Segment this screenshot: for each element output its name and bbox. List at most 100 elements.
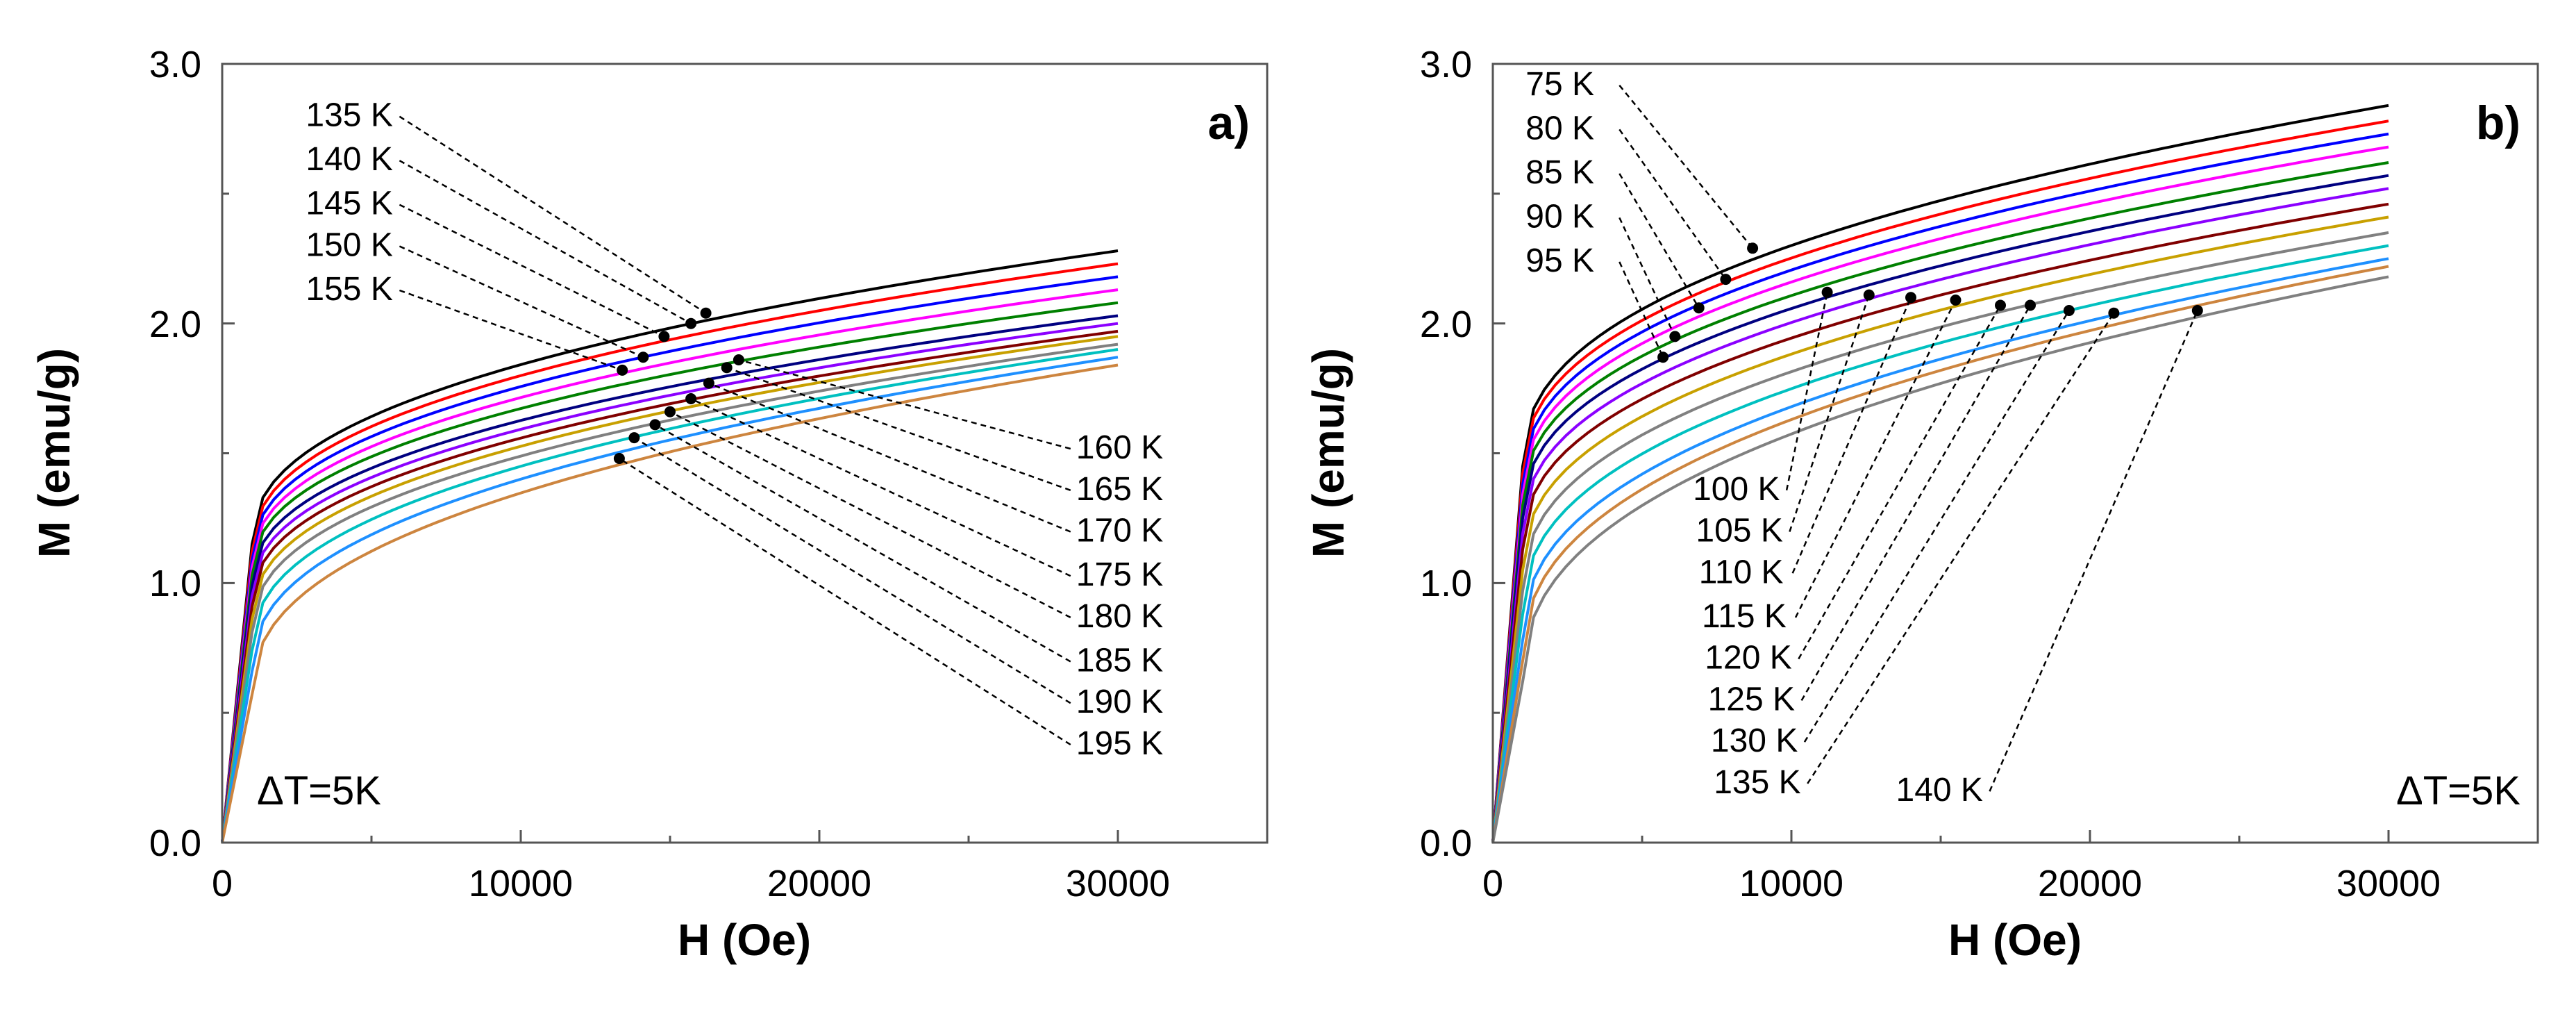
panel-a-y-tick-label: 2.0 bbox=[149, 304, 201, 345]
panel-a-marker-dot bbox=[613, 453, 625, 464]
panel-a-x-tick-label: 30000 bbox=[1066, 863, 1170, 904]
panel-b-marker-dot bbox=[2063, 305, 2075, 316]
panel-b-temperature-label: 135 K bbox=[1714, 764, 1800, 801]
panel-a-x-tick-label: 10000 bbox=[469, 863, 573, 904]
panel-b-temperature-label: 120 K bbox=[1705, 640, 1791, 677]
panel-a-marker-dot bbox=[733, 354, 744, 365]
panel-a-series-line-170k bbox=[221, 329, 1119, 843]
panel-b-temperature-label: 75 K bbox=[1525, 66, 1594, 103]
panel-a-leader-line bbox=[399, 115, 707, 314]
panel-a-delta-t-annotation: ΔT=5K bbox=[257, 768, 381, 813]
panel-a-leader-line bbox=[726, 367, 1071, 491]
panel-a-leader-line bbox=[399, 204, 664, 338]
panel-b-series-line-110k bbox=[1491, 202, 2389, 843]
panel-a-x-tick-label: 20000 bbox=[767, 863, 871, 904]
panel-b-temperature-label: 90 K bbox=[1525, 198, 1594, 235]
panel-a-temperature-label: 160 K bbox=[1076, 429, 1163, 466]
panel-b-marker-dot bbox=[1720, 274, 1732, 286]
panel-a-series-line-155k bbox=[221, 301, 1119, 843]
panel-b-leader-line bbox=[1619, 261, 1664, 358]
panel-a-series-line-180k bbox=[221, 342, 1119, 843]
panel-b: 75 K 80 K 85 K 90 K 95 K 100 K 105 K 110 K 115 K… bbox=[1303, 44, 2539, 965]
panel-a-marker-dot bbox=[658, 331, 670, 342]
panel-b-series-line-135k bbox=[1491, 265, 2389, 843]
panel-b-series-line-90k bbox=[1491, 145, 2389, 843]
panel-b-leader-line bbox=[1619, 129, 1727, 280]
panel-a-leader-line bbox=[399, 289, 623, 372]
panel-a-temperature-label: 155 K bbox=[306, 271, 392, 308]
panel-b-delta-t-annotation: ΔT=5K bbox=[2396, 768, 2520, 813]
panel-b-series-line-130k bbox=[1491, 257, 2389, 843]
panel-a-leader-line bbox=[399, 160, 692, 324]
panel-a-series-line-185k bbox=[221, 348, 1119, 843]
panel-a-series-line-195k bbox=[221, 363, 1119, 843]
panel-a-marker-dot bbox=[685, 317, 697, 329]
panel-a-marker-dot bbox=[703, 377, 714, 389]
panel-a-leader-line bbox=[708, 382, 1071, 533]
panel-b-y-tick-label: 1.0 bbox=[1420, 563, 1472, 604]
panel-b-x-tick-label: 10000 bbox=[1739, 863, 1843, 904]
panel-b-temperature-label: 80 K bbox=[1525, 110, 1594, 147]
panel-a-leader-line bbox=[669, 411, 1071, 619]
panel-a-leader-line bbox=[690, 397, 1071, 577]
panel-b-leader-line bbox=[1785, 292, 1828, 491]
panel-b-series-line-115k bbox=[1491, 215, 2389, 843]
panel-b-leader-line bbox=[1789, 295, 1870, 532]
panel-a-temperature-label: 175 K bbox=[1076, 556, 1163, 593]
panel-b-series-line-95k bbox=[1491, 161, 2389, 843]
panel-a-temperature-label: 150 K bbox=[306, 227, 392, 264]
panel-a-marker-dot bbox=[649, 419, 661, 431]
panel-b-marker-dot bbox=[1950, 295, 1962, 306]
panel-b-temperature-label: 105 K bbox=[1696, 513, 1782, 549]
panel-a-temperature-label: 170 K bbox=[1076, 513, 1163, 549]
panel-b-x-tick-label: 20000 bbox=[2038, 863, 2142, 904]
panel-b-marker-dot bbox=[1669, 331, 1681, 342]
panel-b-label: b) bbox=[2476, 97, 2520, 149]
panel-a-temperature-label: 195 K bbox=[1076, 725, 1163, 762]
panel-b-temperature-label: 110 K bbox=[1699, 554, 1784, 590]
panel-b-leader-line bbox=[1619, 85, 1754, 249]
panel-b-y-axis-title: M (emu/g) bbox=[1303, 348, 1353, 558]
panel-a-marker-dot bbox=[628, 432, 640, 444]
panel-b-leader-line bbox=[1791, 297, 1912, 574]
panel-a-x-axis-title: H (Oe) bbox=[678, 915, 811, 965]
panel-a-series-line-135k bbox=[221, 249, 1119, 843]
panel-b-marker-dot bbox=[2108, 307, 2120, 319]
panel-b-marker-dot bbox=[1821, 286, 1833, 298]
panel-a-y-tick-label: 0.0 bbox=[149, 822, 201, 864]
panel-a-x-tick-label: 0 bbox=[212, 863, 233, 904]
panel-b-y-tick-label: 2.0 bbox=[1420, 304, 1472, 345]
panel-a-series-line-140k bbox=[221, 262, 1119, 843]
panel-b-temperature-label: 115 K bbox=[1702, 598, 1787, 635]
panel-a-marker-dot bbox=[637, 351, 649, 363]
panel-b-marker-dot bbox=[1693, 302, 1705, 314]
panel-a-leader-line bbox=[633, 437, 1071, 704]
panel-b-marker-dot bbox=[1905, 292, 1916, 304]
panel-b-temperature-label: 95 K bbox=[1525, 242, 1594, 279]
panel-b-marker-dot bbox=[1657, 351, 1669, 363]
panel-b-leader-line bbox=[1619, 217, 1676, 337]
panel-a-leader-line bbox=[654, 424, 1071, 663]
panel-b-x-tick-label: 0 bbox=[1482, 863, 1503, 904]
panel-b-series-line-100k bbox=[1491, 174, 2389, 843]
panel-a-y-axis-title: M (emu/g) bbox=[29, 348, 79, 558]
panel-b-series-line-125k bbox=[1491, 244, 2389, 843]
panel-a-temperature-label: 145 K bbox=[306, 185, 392, 222]
panel-b-series-line-85k bbox=[1491, 132, 2389, 843]
panel-b-leader-line bbox=[1803, 310, 2070, 743]
panel-b-series-line-105k bbox=[1491, 187, 2389, 843]
panel-a-label: a) bbox=[1208, 97, 1250, 149]
panel-b-marker-dot bbox=[1863, 289, 1875, 301]
panel-a-series-line-175k bbox=[221, 335, 1119, 843]
panel-b-leader-line bbox=[1794, 299, 1957, 618]
panel-a-series-line-165k bbox=[221, 322, 1119, 843]
panel-a-temperature-label: 190 K bbox=[1076, 684, 1163, 720]
panel-a-temperature-label: 185 K bbox=[1076, 642, 1163, 679]
panel-a-marker-dot bbox=[664, 406, 676, 417]
panel-b-x-axis-title: H (Oe) bbox=[1948, 915, 2082, 965]
panel-b-leader-line bbox=[1800, 304, 2032, 702]
panel-a-series-line-145k bbox=[221, 275, 1119, 843]
panel-b-x-tick-label: 30000 bbox=[2336, 863, 2441, 904]
